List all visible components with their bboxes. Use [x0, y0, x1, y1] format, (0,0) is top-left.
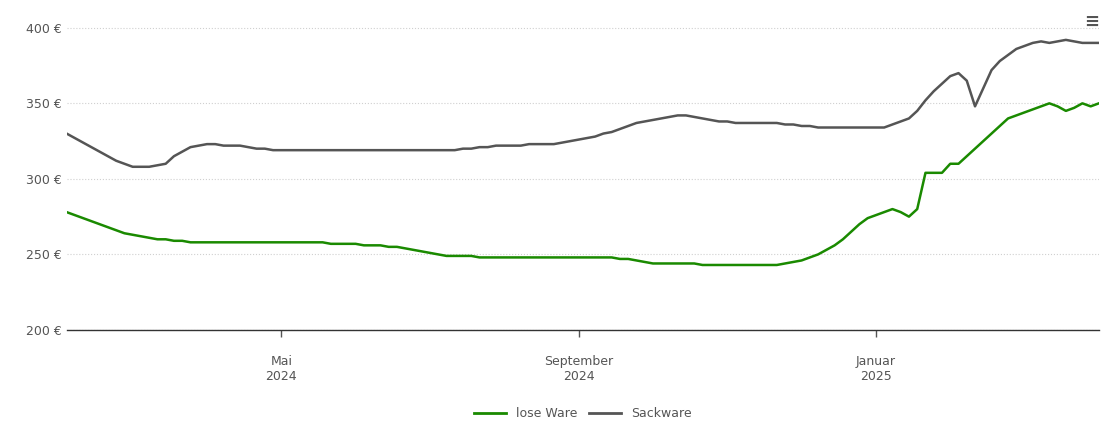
- Text: ≡: ≡: [1083, 13, 1099, 31]
- Text: September
2024: September 2024: [544, 355, 613, 383]
- Text: Mai
2024: Mai 2024: [265, 355, 297, 383]
- Legend: lose Ware, Sackware: lose Ware, Sackware: [470, 402, 696, 423]
- Text: Januar
2025: Januar 2025: [856, 355, 896, 383]
